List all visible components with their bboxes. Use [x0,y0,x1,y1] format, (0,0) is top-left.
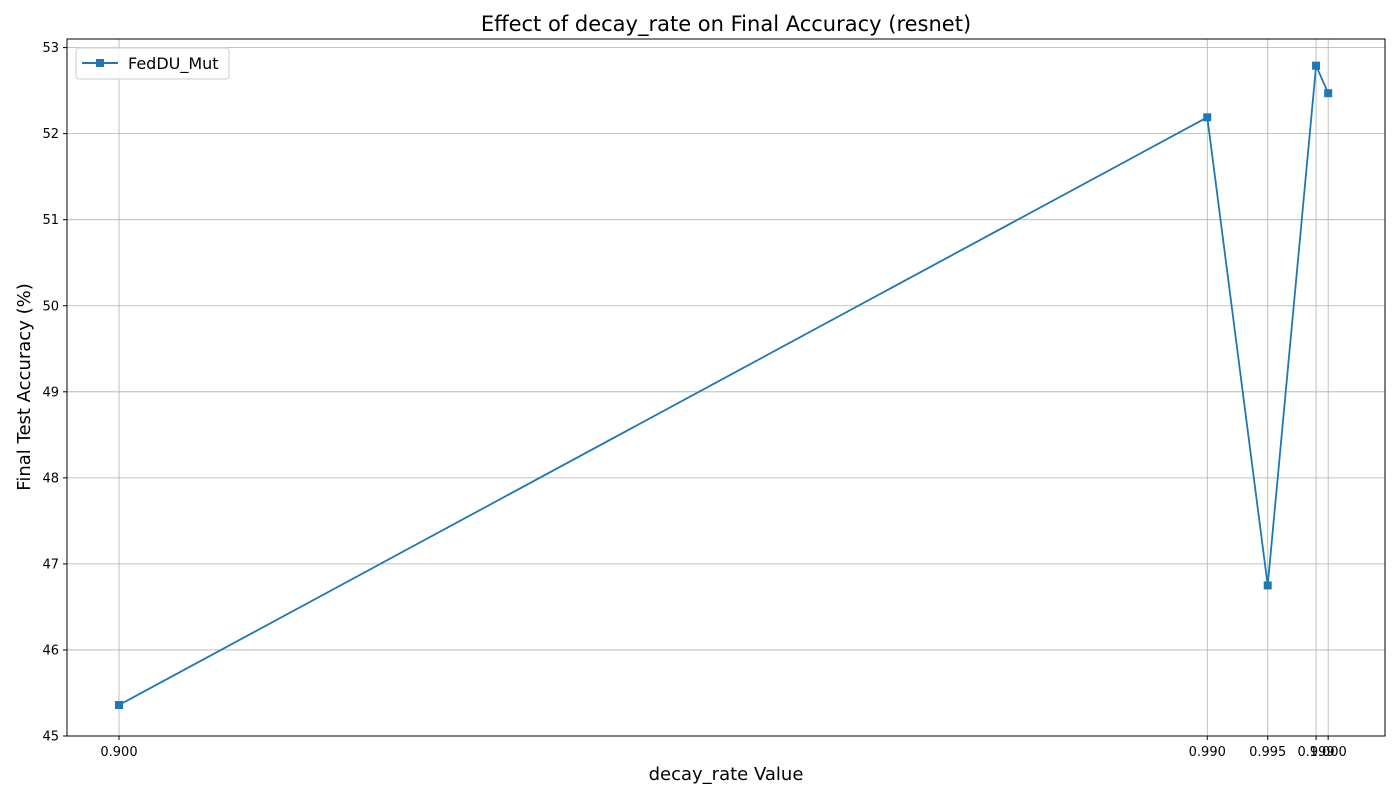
y-tick-label: 46 [42,643,59,658]
x-axis-label: decay_rate Value [649,764,804,785]
plot-frame [66,38,1386,737]
legend-marker [96,59,104,67]
data-point-marker [1263,581,1272,590]
data-point-marker [1324,89,1333,98]
x-tick-label: 1.000 [1310,745,1347,760]
y-tick-label: 48 [42,471,59,486]
y-tick-label: 53 [42,41,59,56]
x-tick-label: 0.995 [1249,745,1286,760]
data-point-marker [114,701,123,710]
y-tick-label: 45 [42,730,59,745]
y-tick-label: 51 [42,213,59,228]
x-tick-label: 0.990 [1189,745,1226,760]
data-point-marker [1203,113,1212,122]
y-axis-label: Final Test Accuracy (%) [14,283,35,490]
legend: FedDU_Mut [75,47,230,80]
x-tick-label: 0.999 [1297,745,1334,760]
chart-title: Effect of decay_rate on Final Accuracy (… [481,12,971,37]
legend-box [75,47,230,80]
data-point-marker [1312,61,1321,70]
series-layer [114,61,1333,710]
y-axis-ticks: 45 46 47 48 49 50 51 52 53 [42,41,67,745]
y-tick-label: 49 [42,385,59,400]
x-tick-label: 0.900 [100,745,137,760]
y-tick-label: 47 [42,557,59,572]
y-tick-label: 50 [42,299,59,314]
grid-lines [67,39,1385,737]
series-line [118,62,1330,706]
legend-label: FedDU_Mut [128,54,219,74]
y-tick-label: 52 [42,127,59,142]
